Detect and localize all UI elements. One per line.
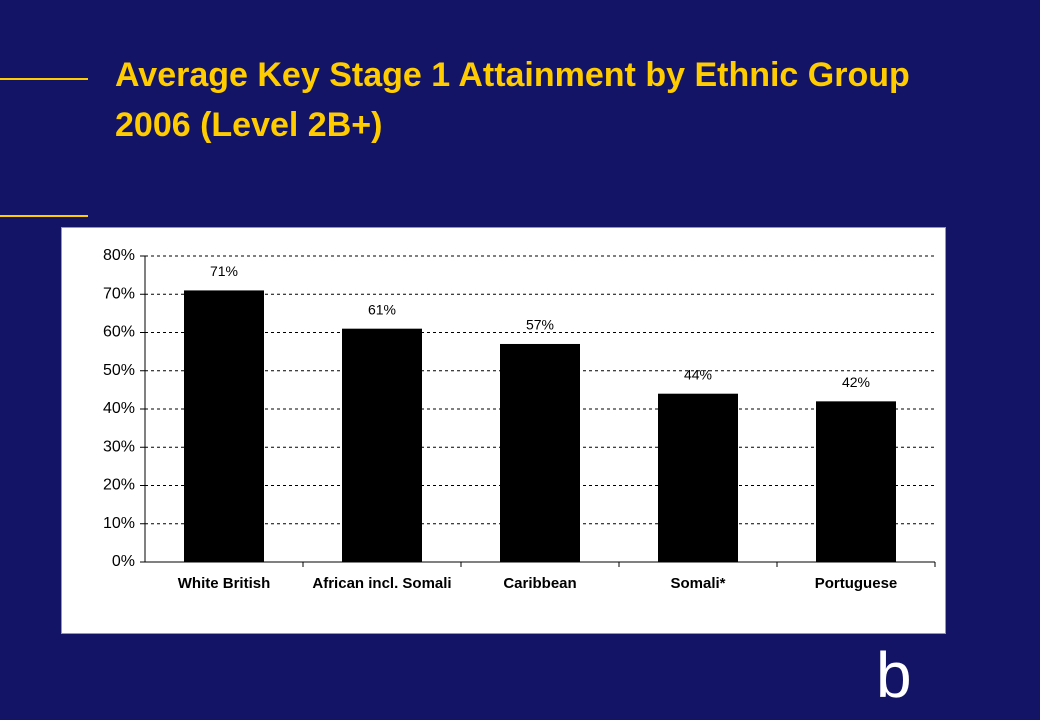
- x-tick-label: Portuguese: [814, 575, 898, 592]
- y-tick-label: 70%: [103, 285, 135, 302]
- y-tick-label: 10%: [103, 515, 135, 532]
- bar: [342, 328, 422, 562]
- y-tick-label: 50%: [103, 362, 135, 379]
- x-tick-label: White British: [177, 575, 271, 592]
- y-tick-label: 40%: [103, 400, 135, 417]
- chart-title: Average Key Stage 1 Attainment by Ethnic…: [115, 56, 910, 144]
- value-label: 71%: [210, 263, 238, 279]
- value-label: 42%: [842, 374, 870, 390]
- logo: b: [876, 639, 912, 711]
- y-tick-label: 20%: [103, 477, 135, 494]
- value-label: 61%: [368, 301, 396, 317]
- x-tick-label: African incl. Somali: [312, 575, 452, 592]
- bar: [184, 290, 264, 562]
- y-tick-label: 80%: [103, 247, 135, 264]
- x-tick-label: Caribbean: [503, 575, 577, 592]
- decor-line: [0, 78, 88, 80]
- bar: [500, 343, 580, 562]
- y-tick-label: 60%: [103, 324, 135, 341]
- x-tick-label: Somali*: [670, 575, 726, 592]
- bar: [658, 393, 738, 562]
- value-label: 57%: [526, 317, 554, 333]
- value-label: 44%: [684, 366, 712, 382]
- decor-line: [0, 215, 88, 217]
- bar: [816, 401, 896, 562]
- y-tick-label: 0%: [112, 553, 135, 570]
- y-tick-label: 30%: [103, 438, 135, 455]
